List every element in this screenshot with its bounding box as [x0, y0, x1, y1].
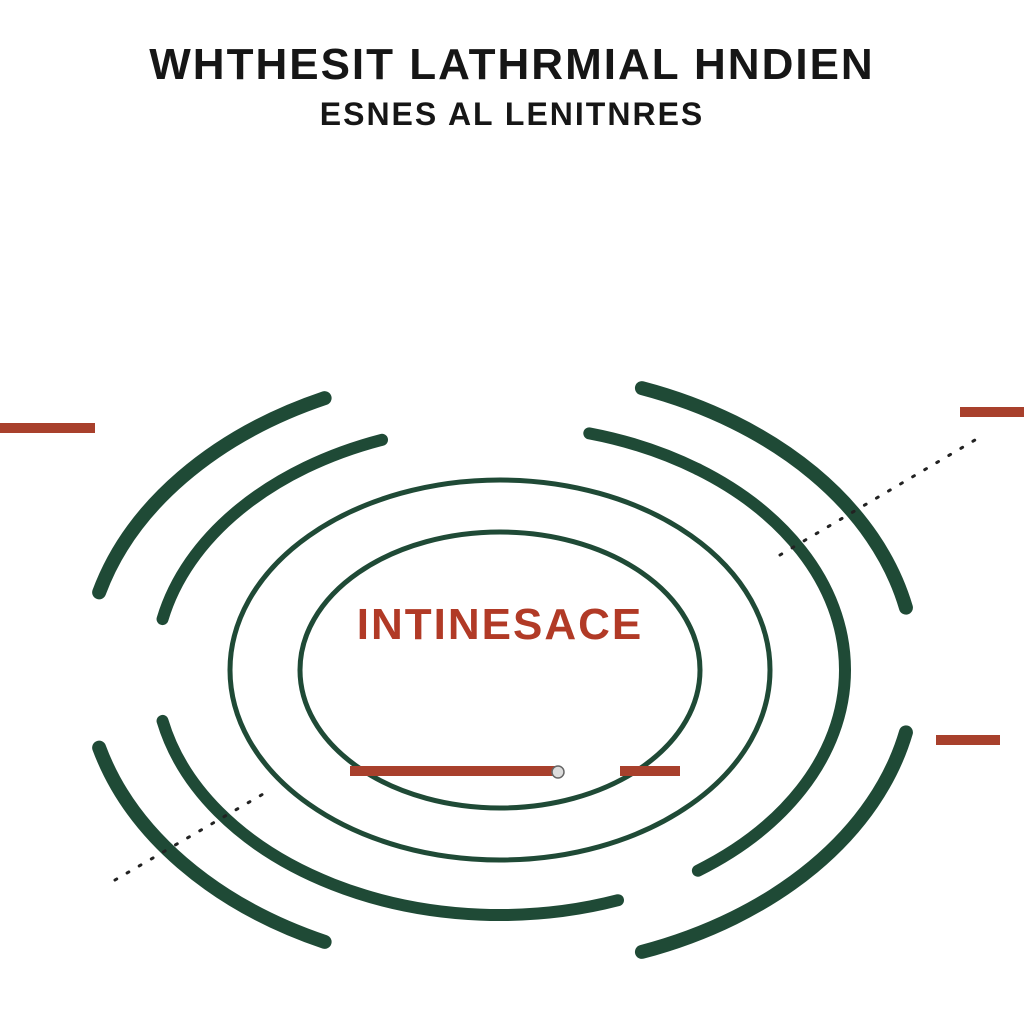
ring-1 [230, 480, 770, 860]
center-label: INTINESACE [357, 600, 643, 650]
ring-3-seg-1 [642, 732, 906, 952]
ring-2-seg-3 [589, 433, 698, 469]
ring-3-seg-2 [99, 748, 324, 942]
ring-3-seg-3 [99, 398, 324, 592]
ring-3-seg-0 [642, 388, 906, 608]
ring-2-seg-1 [163, 721, 618, 915]
concentric-diagram [0, 0, 1024, 1024]
center-dot [552, 766, 564, 778]
